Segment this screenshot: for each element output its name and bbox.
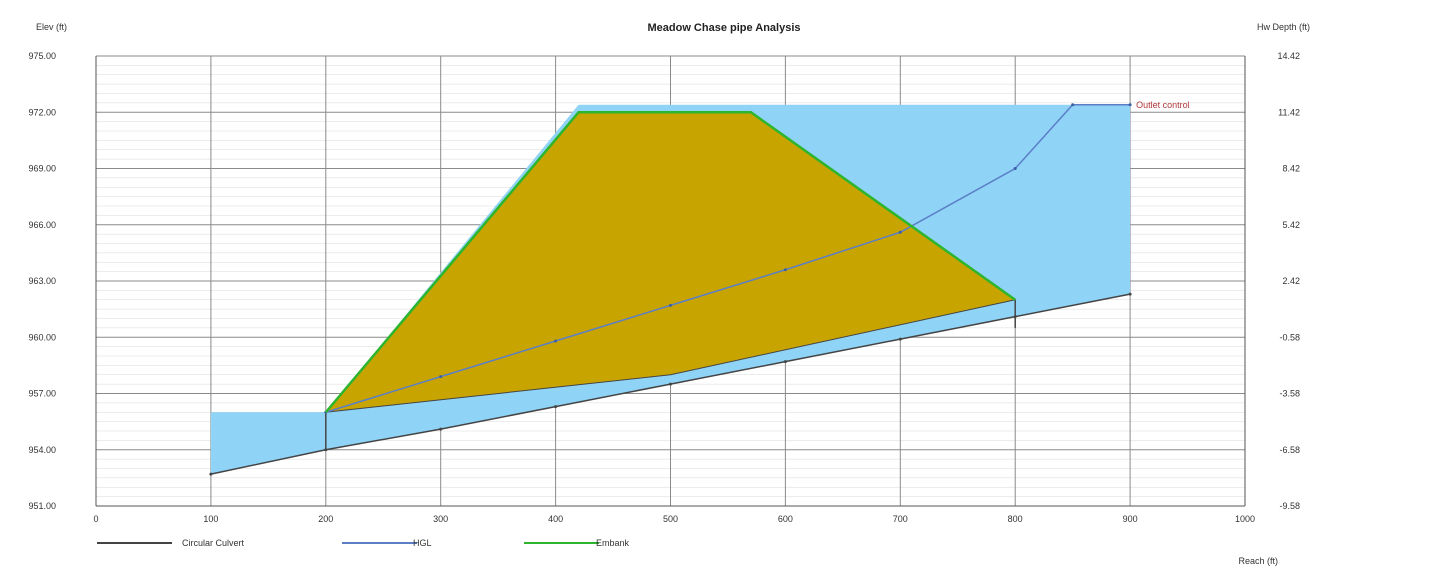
- hgl-point: [669, 303, 672, 307]
- legend-label: HGL: [413, 538, 432, 548]
- y-left-tick-label: 957.00: [28, 389, 56, 399]
- outlet-control-annotation: Outlet control: [1136, 100, 1190, 110]
- hgl-point: [1128, 103, 1132, 107]
- legend-label: Circular Culvert: [182, 538, 245, 548]
- x-tick-label: 500: [663, 514, 678, 524]
- circular-culvert-point: [1128, 292, 1132, 296]
- y-right-tick-label: -3.58: [1279, 389, 1300, 399]
- hgl-point: [1071, 103, 1075, 107]
- hgl-point: [439, 375, 443, 379]
- axes: [95, 56, 1246, 507]
- y-right-tick-label: 2.42: [1282, 276, 1300, 286]
- x-tick-label: 700: [893, 514, 908, 524]
- y-right-tick-label: -9.58: [1279, 501, 1300, 511]
- y-left-tick-label: 975.00: [28, 51, 56, 61]
- y-axis-left-label: Elev (ft): [36, 22, 67, 32]
- circular-culvert-point: [783, 360, 787, 364]
- legend-label: Embank: [596, 538, 630, 548]
- x-tick-label: 200: [318, 514, 333, 524]
- y-left-tick-label: 969.00: [28, 164, 56, 174]
- y-right-tick-label: -0.58: [1279, 332, 1300, 342]
- y-left-tick-label: 960.00: [28, 332, 56, 342]
- x-tick-label: 100: [203, 514, 218, 524]
- x-tick-label: 0: [93, 514, 98, 524]
- hgl-point: [783, 268, 787, 272]
- circular-culvert-point: [669, 382, 672, 386]
- x-tick-label: 600: [778, 514, 793, 524]
- circular-culvert-point: [898, 337, 902, 341]
- y-left-tick-label: 954.00: [28, 445, 56, 455]
- y-right-tick-label: 14.42: [1277, 51, 1300, 61]
- y-right-tick-label: -6.58: [1279, 445, 1300, 455]
- x-tick-label: 1000: [1235, 514, 1255, 524]
- y-left-tick-label: 966.00: [28, 220, 56, 230]
- y-left-tick-label: 972.00: [28, 107, 56, 117]
- y-right-tick-label: 11.42: [1278, 107, 1300, 117]
- hgl-point: [898, 230, 902, 234]
- y-left-tick-label: 951.00: [28, 501, 56, 511]
- x-tick-label: 300: [433, 514, 448, 524]
- area-fills: [210, 104, 1131, 475]
- series-lines: [209, 103, 1132, 476]
- chart-title: Meadow Chase pipe Analysis: [647, 22, 800, 34]
- x-tick-label: 400: [548, 514, 563, 524]
- x-tick-label: 900: [1123, 514, 1138, 524]
- hgl-point: [554, 339, 558, 343]
- series-line-embank: [324, 111, 1016, 414]
- upstream-water-area: [210, 412, 326, 475]
- circular-culvert-point: [554, 405, 558, 409]
- y-right-tick-label: 8.42: [1282, 164, 1300, 174]
- labels: 0 100 200 300 400 500 600 700 800 900 1000 951.00 95…: [28, 22, 1310, 566]
- y-left-tick-label: 963.00: [28, 276, 56, 286]
- circular-culvert-point: [439, 427, 443, 431]
- hgl-point: [1013, 167, 1017, 170]
- circular-culvert-point: [209, 472, 213, 476]
- x-axis-label: Reach (ft): [1238, 556, 1278, 566]
- y-right-tick-label: 5.42: [1282, 220, 1300, 230]
- x-tick-label: 800: [1008, 514, 1023, 524]
- y-axis-right-label: Hw Depth (ft): [1257, 22, 1310, 32]
- legend: Circular Culvert HGL Embank: [97, 538, 630, 548]
